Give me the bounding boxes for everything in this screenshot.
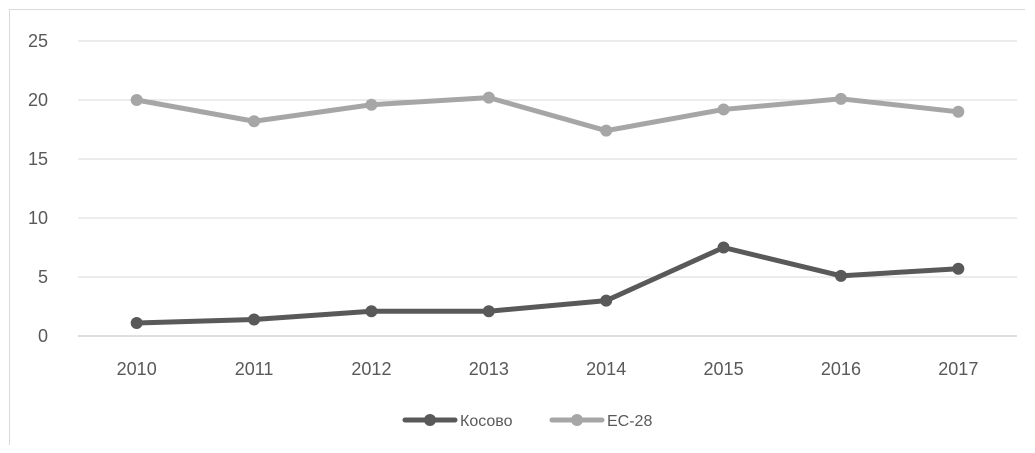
series-2 — [130, 91, 965, 137]
data-point — [952, 105, 965, 118]
series-lines — [130, 91, 965, 330]
legend-swatch-marker — [571, 414, 583, 426]
data-point — [365, 98, 378, 111]
series-1 — [130, 241, 965, 330]
data-point — [248, 115, 261, 128]
data-point — [248, 313, 261, 326]
data-point — [600, 294, 613, 307]
legend-label: Косово — [460, 413, 513, 430]
x-tick-label: 2010 — [117, 359, 157, 379]
series-line — [134, 245, 961, 326]
legend-swatch-marker — [424, 414, 436, 426]
x-tick-label: 2016 — [821, 359, 861, 379]
data-point — [717, 103, 730, 116]
legend-label: ЕС-28 — [607, 413, 652, 430]
x-tick-label: 2013 — [469, 359, 509, 379]
data-point — [130, 317, 143, 330]
x-tick-label: 2014 — [586, 359, 626, 379]
x-axis: 2010 2011 2012 2013 2014 2015 2016 2017 — [117, 359, 979, 379]
chart-frame — [9, 9, 1025, 445]
data-point — [952, 262, 965, 275]
y-tick-label: 10 — [28, 208, 48, 228]
gridlines — [78, 40, 1017, 337]
legend-item-2: ЕС-28 — [549, 413, 652, 430]
data-point — [130, 94, 143, 106]
data-point — [482, 305, 495, 318]
legend-item-1: Косово — [402, 413, 513, 430]
data-point — [482, 91, 495, 104]
y-axis: 0 5 10 15 20 25 — [28, 31, 48, 346]
series-line — [134, 95, 961, 134]
x-tick-label: 2011 — [235, 359, 274, 379]
x-tick-label: 2017 — [938, 359, 978, 379]
y-tick-label: 15 — [28, 149, 48, 169]
y-tick-label: 25 — [28, 31, 48, 51]
data-point — [600, 124, 613, 137]
x-tick-label: 2015 — [704, 359, 744, 379]
data-point — [365, 305, 378, 318]
legend: Косово ЕС-28 — [402, 413, 652, 430]
y-tick-label: 5 — [38, 267, 48, 287]
data-point — [834, 269, 847, 282]
data-point — [717, 241, 730, 254]
x-tick-label: 2012 — [351, 359, 391, 379]
data-point — [834, 92, 847, 105]
y-tick-label: 0 — [38, 326, 48, 346]
y-tick-label: 20 — [28, 90, 48, 110]
